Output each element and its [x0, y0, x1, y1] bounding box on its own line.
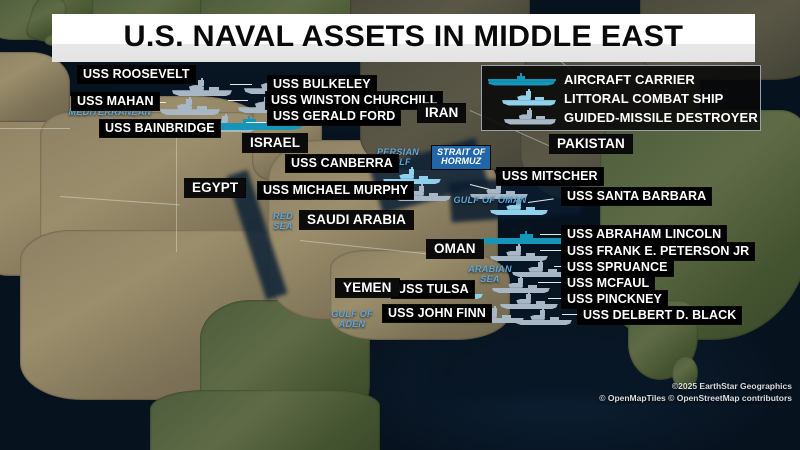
- legend-carrier-icon: [488, 72, 558, 87]
- legend-label-aircraft-carrier: AIRCRAFT CARRIER: [564, 71, 695, 87]
- leader-line: [562, 314, 580, 315]
- attribution-line-2: © OpenMapTiles © OpenStreetMap contribut…: [599, 392, 792, 403]
- vessel-label-uss-roosevelt: USS ROOSEVELT: [78, 66, 195, 83]
- water-label-gulf-of-oman: GULF OF OMAN: [453, 195, 527, 205]
- title-banner: U.S. NAVAL ASSETS IN MIDDLE EAST: [52, 14, 755, 62]
- country-label-saudi-arabia: SAUDI ARABIA: [300, 211, 413, 230]
- vessel-label-uss-tulsa: USS TULSA: [392, 281, 474, 298]
- legend-label-littoral-combat-ship: LITTORAL COMBAT SHIP: [564, 90, 724, 106]
- vessel-label-uss-mcfaul: USS MCFAUL: [562, 275, 655, 292]
- leader-line: [246, 122, 266, 123]
- ship-icon-uss-delbert-d-black: [514, 308, 572, 325]
- water-label-red-sea: RED SEA: [273, 211, 293, 231]
- ship-icon-uss-spruance: [512, 260, 570, 277]
- ship-icon-uss-roosevelt: [172, 78, 232, 96]
- vessel-label-uss-bainbridge: USS BAINBRIDGE: [100, 120, 220, 137]
- landmass-tunisia: [0, 52, 70, 122]
- water-label-strait-of-hormuz: STRAIT OF HORMUZ: [432, 146, 491, 169]
- leader-line: [554, 266, 566, 267]
- vessel-label-uss-john-finn: USS JOHN FINN: [383, 305, 491, 322]
- leader-line: [540, 250, 562, 251]
- attribution: ©2025 EarthStar Geographics © OpenMapTil…: [599, 381, 792, 404]
- ship-icon-uss-pinckney: [500, 292, 558, 309]
- leader-line: [548, 298, 564, 299]
- ship-icon-uss-canberra: [383, 167, 441, 184]
- page-title: U.S. NAVAL ASSETS IN MIDDLE EAST: [123, 20, 684, 53]
- vessel-label-uss-frank-e-peterson-jr: USS FRANK E. PETERSON JR: [562, 243, 755, 260]
- ship-icon-uss-mcfaul: [492, 276, 550, 293]
- attribution-line-1: ©2025 EarthStar Geographics: [671, 381, 792, 392]
- ship-icon-uss-santa-barbara: [490, 198, 548, 215]
- vessel-label-uss-mahan: USS MAHAN: [72, 93, 159, 110]
- water-label-gulf-of-aden: GULF OF ADEN: [331, 309, 373, 329]
- country-label-oman: OMAN: [427, 240, 483, 259]
- landmass-east-africa: [150, 390, 380, 450]
- legend-lcs-icon: [488, 88, 558, 106]
- country-label-yemen: YEMEN: [336, 279, 399, 298]
- legend-label-guided-missile-destroyer: GUIDED-MISSILE DESTROYER: [564, 109, 758, 125]
- vessel-label-uss-mitscher: USS MITSCHER: [497, 168, 603, 185]
- leader-line: [230, 84, 252, 85]
- ship-icon-uss-frank-e-peterson-jr: [490, 244, 548, 261]
- leader-line: [538, 282, 564, 283]
- leader-line: [540, 234, 562, 235]
- landmass-sri-lanka: [672, 356, 698, 390]
- vessel-label-uss-winston-churchill: USS WINSTON CHURCHILL: [266, 92, 443, 109]
- vessel-label-uss-delbert-d-black: USS DELBERT D. BLACK: [578, 307, 742, 324]
- legend-item-aircraft-carrier: AIRCRAFT CARRIER: [488, 70, 754, 88]
- legend: AIRCRAFT CARRIER LITTORAL COMBAT SHIP GU…: [481, 65, 761, 131]
- country-label-iran: IRAN: [418, 104, 466, 123]
- country-label-pakistan: PAKISTAN: [550, 135, 632, 154]
- country-label-egypt: EGYPT: [185, 179, 246, 198]
- country-label-israel: ISRAEL: [243, 134, 308, 153]
- ship-icon-uss-abraham-lincoln: [480, 231, 576, 244]
- legend-destroyer-icon: [488, 107, 558, 125]
- legend-item-guided-missile-destroyer: GUIDED-MISSILE DESTROYER: [488, 107, 758, 126]
- ship-icon-uss-gerald-ford: [198, 116, 304, 130]
- legend-item-littoral-combat-ship: LITTORAL COMBAT SHIP: [488, 88, 754, 107]
- vessel-label-uss-canberra: USS CANBERRA: [286, 155, 398, 172]
- leader-line: [228, 100, 248, 101]
- vessel-label-uss-pinckney: USS PINCKNEY: [562, 291, 667, 308]
- vessel-label-uss-abraham-lincoln: USS ABRAHAM LINCOLN: [562, 226, 727, 243]
- vessel-label-uss-santa-barbara: USS SANTA BARBARA: [562, 188, 712, 205]
- vessel-label-uss-gerald-ford: USS GERALD FORD: [268, 108, 401, 125]
- ship-icon-uss-michael-murphy: [393, 184, 451, 201]
- vessel-label-uss-michael-murphy: USS MICHAEL MURPHY: [258, 182, 414, 199]
- ship-icon-uss-mahan: [160, 97, 220, 115]
- vessel-label-uss-spruance: USS SPRUANCE: [562, 259, 673, 276]
- water-label-arabian-sea: ARABIAN SEA: [468, 264, 512, 284]
- vessel-label-uss-bulkeley: USS BULKELEY: [268, 76, 376, 93]
